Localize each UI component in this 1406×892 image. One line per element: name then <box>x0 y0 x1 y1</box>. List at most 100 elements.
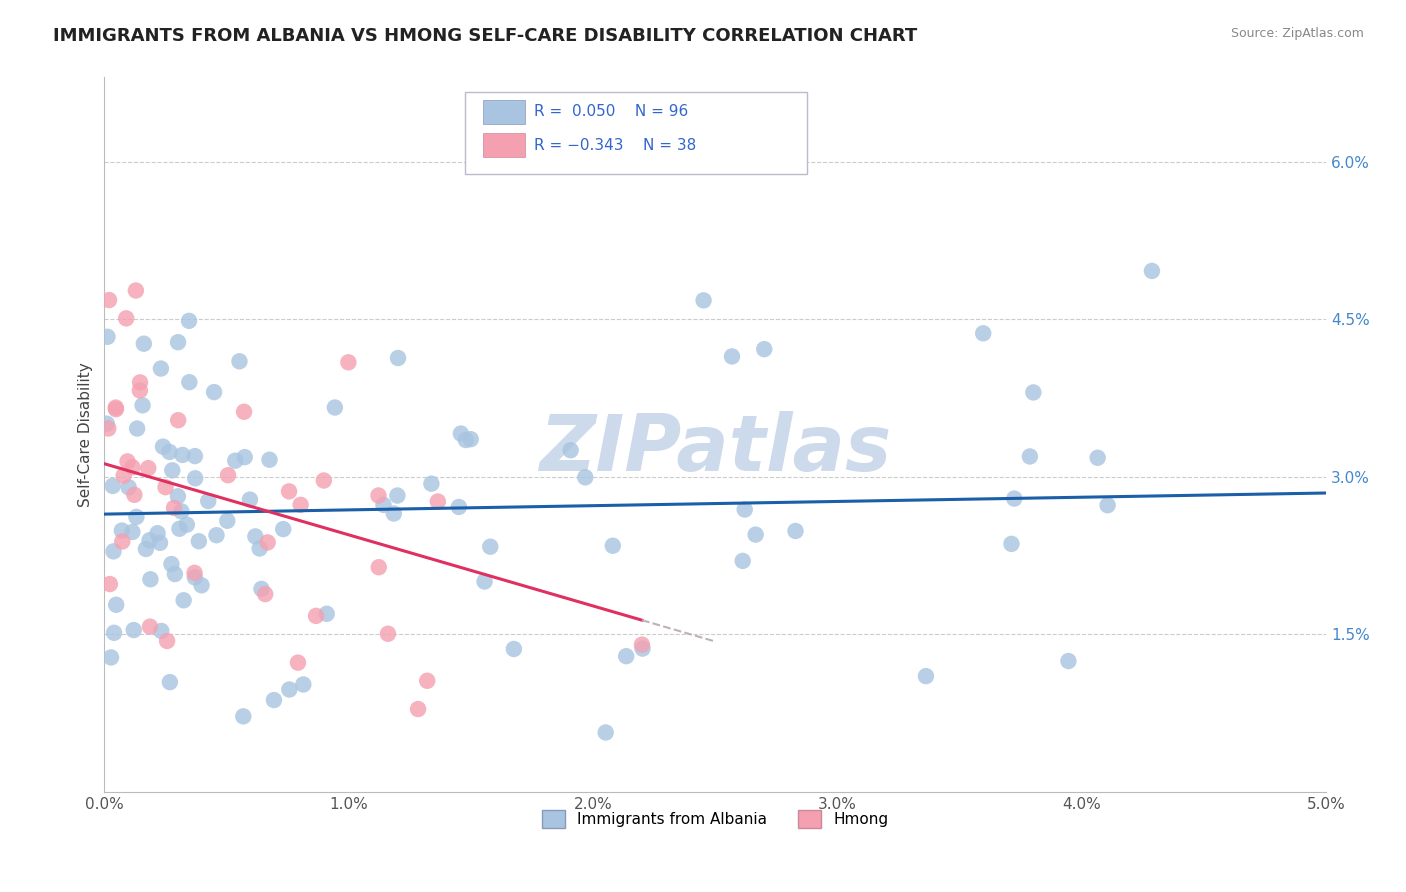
Point <box>146 526 169 541</box>
Point <box>290 498 312 512</box>
Point <box>127 421 149 435</box>
Point <box>250 582 273 596</box>
Point <box>915 669 938 683</box>
Point <box>129 376 152 390</box>
Point <box>139 619 162 633</box>
Point <box>256 535 278 549</box>
Point <box>367 488 389 502</box>
Point <box>197 494 219 508</box>
Point <box>103 544 125 558</box>
Text: IMMIGRANTS FROM ALBANIA VS HMONG SELF-CARE DISABILITY CORRELATION CHART: IMMIGRANTS FROM ALBANIA VS HMONG SELF-CA… <box>53 27 918 45</box>
Point <box>631 638 654 652</box>
Point <box>122 623 145 637</box>
Point <box>121 524 143 539</box>
Point <box>721 350 744 364</box>
Point <box>167 413 190 427</box>
Point <box>1097 498 1119 512</box>
Point <box>96 417 118 431</box>
Point <box>98 577 121 591</box>
Point <box>420 476 443 491</box>
Point <box>595 725 617 739</box>
Point <box>785 524 807 538</box>
Point <box>387 489 409 503</box>
Point <box>447 500 470 514</box>
Point <box>104 401 127 415</box>
Point <box>271 522 294 536</box>
Point <box>614 649 637 664</box>
Point <box>97 421 120 435</box>
Point <box>177 314 200 328</box>
Point <box>159 445 181 459</box>
Point <box>278 484 301 499</box>
Point <box>163 567 186 582</box>
Point <box>152 440 174 454</box>
Point <box>233 405 256 419</box>
Point <box>560 443 582 458</box>
Point <box>132 336 155 351</box>
Point <box>100 650 122 665</box>
Point <box>173 593 195 607</box>
Point <box>323 401 346 415</box>
Text: Source: ZipAtlas.com: Source: ZipAtlas.com <box>1230 27 1364 40</box>
Point <box>184 471 207 485</box>
Point <box>183 566 205 580</box>
Point <box>502 642 524 657</box>
Point <box>98 293 121 307</box>
Point <box>315 607 337 621</box>
Point <box>125 284 148 298</box>
Point <box>382 507 405 521</box>
Point <box>232 709 254 723</box>
Point <box>337 355 360 369</box>
Point <box>479 540 502 554</box>
Point <box>167 335 190 350</box>
Point <box>450 426 472 441</box>
Point <box>202 385 225 400</box>
Text: ZIPatlas: ZIPatlas <box>538 411 891 487</box>
Point <box>239 492 262 507</box>
Point <box>105 598 128 612</box>
Point <box>377 626 399 640</box>
Point <box>167 489 190 503</box>
Point <box>278 682 301 697</box>
Point <box>474 574 496 589</box>
Point <box>692 293 714 308</box>
Point <box>1057 654 1080 668</box>
Point <box>96 330 118 344</box>
Point <box>1140 264 1163 278</box>
FancyBboxPatch shape <box>484 100 524 124</box>
Point <box>245 529 267 543</box>
Point <box>104 402 127 417</box>
Point <box>205 528 228 542</box>
Point <box>111 524 134 538</box>
Point <box>416 673 439 688</box>
Point <box>406 702 429 716</box>
Point <box>159 675 181 690</box>
Point <box>233 450 256 464</box>
Point <box>170 504 193 518</box>
Point <box>162 463 184 477</box>
Point <box>292 677 315 691</box>
Point <box>1000 537 1022 551</box>
Point <box>1087 450 1109 465</box>
Point <box>387 351 409 365</box>
Point <box>184 449 207 463</box>
Point <box>135 541 157 556</box>
Point <box>138 533 160 548</box>
Point <box>155 480 177 494</box>
Point <box>754 342 776 356</box>
Point <box>228 354 250 368</box>
Point <box>115 311 138 326</box>
Point <box>139 572 162 586</box>
Point <box>118 480 141 494</box>
Text: R = −0.343    N = 38: R = −0.343 N = 38 <box>534 138 697 153</box>
Point <box>121 460 143 475</box>
Point <box>187 534 209 549</box>
Point <box>176 517 198 532</box>
Point <box>1022 385 1045 400</box>
Point <box>131 398 153 412</box>
Point <box>426 494 449 508</box>
Point <box>731 554 754 568</box>
Point <box>217 514 239 528</box>
Point <box>454 433 477 447</box>
Point <box>744 527 766 541</box>
